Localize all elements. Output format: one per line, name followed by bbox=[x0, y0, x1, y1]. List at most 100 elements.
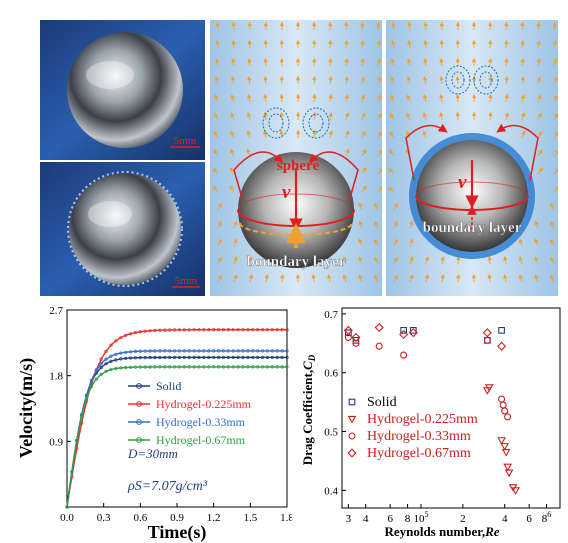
drag-point bbox=[504, 413, 512, 421]
flow-arrow bbox=[409, 220, 414, 229]
flow-arrow bbox=[217, 220, 222, 229]
velocity-point bbox=[241, 355, 245, 360]
velocity-x-tick-label: 0.3 bbox=[97, 512, 111, 524]
velocity-point bbox=[221, 349, 225, 353]
flow-arrow bbox=[487, 255, 492, 265]
drag-point bbox=[399, 329, 409, 340]
velocity-point bbox=[285, 349, 289, 353]
flow-arrow bbox=[439, 111, 444, 121]
flow-arrow bbox=[550, 256, 555, 265]
flow-arrow bbox=[537, 130, 542, 139]
velocity-point bbox=[202, 349, 206, 353]
flow-arrow bbox=[518, 256, 524, 265]
velocity-point bbox=[236, 328, 240, 332]
velocity-point bbox=[143, 329, 147, 333]
velocity-x-tick-label: 0.6 bbox=[133, 512, 147, 524]
drag-y-label-text: Drag Coefficient, bbox=[300, 370, 315, 465]
drag-x-tick-label: 3 bbox=[346, 513, 352, 525]
flow-arrow bbox=[217, 274, 222, 283]
velocity-point bbox=[256, 328, 260, 332]
velocity-point bbox=[270, 355, 274, 360]
drag-point bbox=[501, 448, 511, 457]
velocity-point bbox=[236, 349, 240, 353]
velocity-point bbox=[143, 365, 147, 369]
flow-arrow bbox=[407, 21, 412, 31]
flow-arrow bbox=[376, 58, 382, 67]
flow-arrow bbox=[342, 274, 348, 283]
drag-point bbox=[484, 384, 494, 392]
flow-arrow bbox=[246, 148, 251, 157]
velocity-point bbox=[217, 355, 221, 360]
flow-arrow bbox=[214, 94, 219, 103]
velocity-point bbox=[231, 355, 235, 360]
velocity-y-tick-label: 2.7 bbox=[49, 305, 63, 317]
velocity-symbol: v bbox=[458, 172, 467, 193]
flow-arrow bbox=[246, 93, 252, 103]
velocity-annotation-density: ρS=7.07g/cm³ bbox=[127, 479, 208, 494]
flow-field-arrows bbox=[212, 21, 382, 283]
velocity-point bbox=[104, 362, 108, 366]
flow-arrow bbox=[393, 220, 398, 229]
flow-arrow bbox=[439, 93, 444, 103]
flow-arrow bbox=[440, 255, 445, 265]
flow-arrow bbox=[358, 256, 363, 265]
flow-arrow bbox=[393, 238, 398, 247]
velocity-ticks: 0.0 0.3 0.6 0.9 1.2 1.5 1.8 0.9 1.8 2.7 bbox=[49, 305, 292, 524]
flow-arrow bbox=[328, 93, 333, 103]
velocity-point bbox=[265, 349, 270, 353]
velocity-point bbox=[129, 356, 133, 360]
flow-arrow bbox=[521, 130, 526, 139]
velocity-point bbox=[177, 365, 181, 369]
velocity-point bbox=[236, 355, 240, 360]
drag-point bbox=[352, 339, 360, 347]
velocity-point bbox=[221, 355, 225, 360]
flow-arrow bbox=[230, 148, 235, 157]
velocity-point bbox=[251, 349, 255, 353]
velocity-point bbox=[153, 365, 157, 369]
velocity-point bbox=[197, 365, 201, 369]
flow-arrow bbox=[390, 58, 396, 67]
flow-arrow bbox=[550, 220, 555, 229]
velocity-point bbox=[197, 355, 201, 360]
flow-arrow bbox=[217, 238, 222, 247]
velocity-legend-label: Solid bbox=[156, 379, 181, 393]
drag-point bbox=[482, 328, 492, 338]
velocity-point bbox=[275, 349, 279, 353]
velocity-point bbox=[104, 349, 108, 353]
velocity-point bbox=[217, 328, 221, 332]
flow-arrow bbox=[552, 39, 558, 49]
flow-arrow bbox=[377, 186, 382, 193]
flow-arrow bbox=[518, 274, 524, 283]
drag-point bbox=[499, 401, 507, 409]
flow-arrow bbox=[233, 274, 238, 283]
velocity-point bbox=[202, 328, 206, 332]
drag-point bbox=[409, 327, 417, 334]
velocity-point bbox=[256, 349, 260, 353]
flow-arrow bbox=[358, 238, 363, 247]
flow-arrow bbox=[263, 111, 268, 121]
velocity-point bbox=[192, 365, 196, 369]
drag-y-tick-label: 0.7 bbox=[324, 309, 338, 321]
velocity-point bbox=[226, 365, 230, 369]
photo-top-scale-label: 5mm bbox=[174, 135, 197, 147]
velocity-point bbox=[187, 349, 191, 353]
flow-arrow bbox=[213, 130, 219, 139]
photo-bottom-scale-label: 5mm bbox=[175, 275, 198, 287]
flow-arrow bbox=[390, 39, 396, 49]
drag-legend-marker bbox=[347, 415, 357, 424]
velocity-point bbox=[241, 365, 245, 369]
velocity-point bbox=[129, 365, 133, 369]
drag-point bbox=[400, 327, 408, 334]
drag-legend-label: Hydrogel-0.67mm bbox=[367, 446, 471, 461]
flow-arrow bbox=[230, 130, 235, 139]
velocity-point bbox=[163, 328, 167, 332]
velocity-point bbox=[173, 365, 177, 369]
velocity-series-line bbox=[66, 366, 287, 508]
velocity-point bbox=[148, 365, 152, 369]
drag-y-label-symbol: C bbox=[300, 361, 315, 370]
flow-arrow bbox=[553, 149, 558, 157]
velocity-point bbox=[109, 343, 113, 347]
drag-point bbox=[351, 332, 361, 342]
flow-arrow bbox=[344, 94, 350, 103]
drag-point bbox=[497, 341, 507, 351]
